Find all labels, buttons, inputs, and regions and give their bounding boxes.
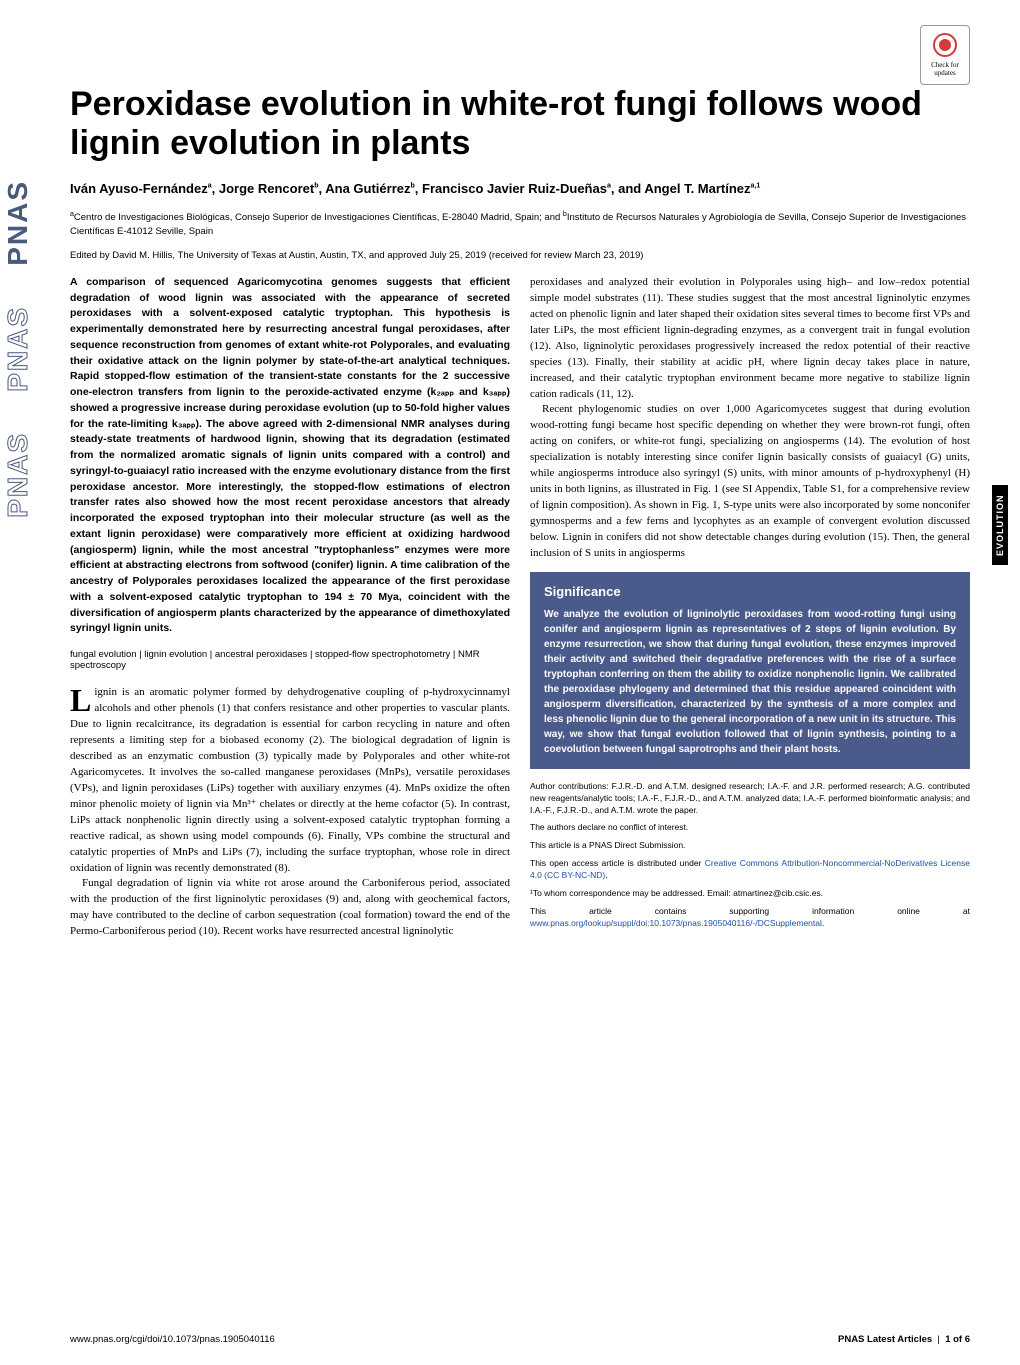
- pnas-logo-outline-1: PNAS: [2, 306, 34, 392]
- footer-page: 1 of 6: [945, 1334, 970, 1345]
- page-footer: www.pnas.org/cgi/doi/10.1073/pnas.190504…: [70, 1334, 970, 1345]
- keywords: fungal evolution | lignin evolution | an…: [70, 649, 510, 671]
- license-pre: This open access article is distributed …: [530, 858, 705, 868]
- edited-by: Edited by David M. Hillis, The Universit…: [70, 250, 970, 261]
- footer-right: PNAS Latest Articles | 1 of 6: [838, 1334, 970, 1345]
- pnas-logo-outline-2: PNAS: [2, 432, 34, 518]
- affiliations: aCentro de Investigaciones Biológicas, C…: [70, 210, 970, 238]
- suppl-link[interactable]: www.pnas.org/lookup/suppl/doi:10.1073/pn…: [530, 918, 822, 928]
- conflict-of-interest: The authors declare no conflict of inter…: [530, 822, 970, 834]
- pnas-logo-vertical: PNAS: [2, 180, 34, 266]
- authors-line: Iván Ayuso-Fernándeza, Jorge Rencoretb, …: [70, 181, 970, 196]
- significance-body: We analyze the evolution of ligninolytic…: [544, 607, 956, 757]
- correspondence: ¹To whom correspondence may be addressed…: [530, 888, 970, 900]
- body-p4: Recent phylogenomic studies on over 1,00…: [530, 402, 970, 561]
- footer-doi: www.pnas.org/cgi/doi/10.1073/pnas.190504…: [70, 1334, 275, 1345]
- article-title: Peroxidase evolution in white-rot fungi …: [70, 85, 970, 163]
- abstract: A comparison of sequenced Agaricomycotin…: [70, 275, 510, 637]
- suppl-pre: This article contains supporting informa…: [530, 906, 970, 916]
- submission-type: This article is a PNAS Direct Submission…: [530, 840, 970, 852]
- author-contributions: Author contributions: F.J.R.-D. and A.T.…: [530, 781, 970, 817]
- supplemental-line: This article contains supporting informa…: [530, 906, 970, 930]
- section-tab: EVOLUTION: [992, 485, 1008, 565]
- right-column: peroxidases and analyzed their evolution…: [530, 275, 970, 940]
- body-p3: peroxidases and analyzed their evolution…: [530, 275, 970, 403]
- significance-box: Significance We analyze the evolution of…: [530, 572, 970, 769]
- left-column: A comparison of sequenced Agaricomycotin…: [70, 275, 510, 940]
- body-p2: Fungal degradation of lignin via white r…: [70, 876, 510, 940]
- body-text-left: Lignin is an aromatic polymer formed by …: [70, 685, 510, 940]
- license-line: This open access article is distributed …: [530, 858, 970, 882]
- body-p1: Lignin is an aromatic polymer formed by …: [70, 685, 510, 876]
- main-content: Peroxidase evolution in white-rot fungi …: [70, 30, 970, 940]
- body-text-right: peroxidases and analyzed their evolution…: [530, 275, 970, 562]
- significance-title: Significance: [544, 584, 956, 599]
- footer-latest: PNAS Latest Articles: [838, 1334, 932, 1345]
- pnas-sidebar: PNAS PNAS PNAS: [0, 0, 35, 1365]
- two-column-layout: A comparison of sequenced Agaricomycotin…: [70, 275, 970, 940]
